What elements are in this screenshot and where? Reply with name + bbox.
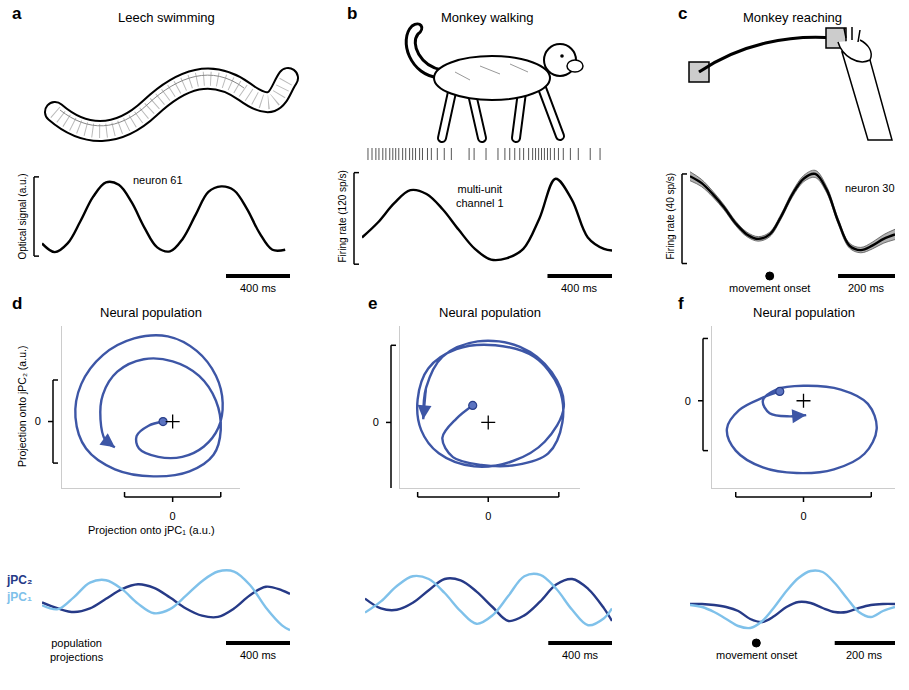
svg-text:multi-unitchannel 1: multi-unitchannel 1 — [456, 183, 504, 209]
svg-text:e: e — [368, 294, 377, 313]
svg-text:400 ms: 400 ms — [561, 282, 598, 294]
svg-text:0: 0 — [800, 510, 806, 522]
svg-text:400 ms: 400 ms — [240, 649, 277, 661]
svg-text:Projection onto jPC₁ (a.u.): Projection onto jPC₁ (a.u.) — [88, 524, 215, 536]
svg-text:populationprojections: populationprojections — [50, 637, 104, 663]
svg-text:400 ms: 400 ms — [562, 649, 599, 661]
svg-text:200 ms: 200 ms — [848, 282, 885, 294]
svg-text:neuron 61: neuron 61 — [133, 174, 183, 186]
svg-text:0: 0 — [170, 510, 176, 522]
svg-text:Leech swimming: Leech swimming — [118, 10, 215, 25]
svg-text:0: 0 — [373, 416, 379, 428]
svg-text:jPC₂: jPC₂ — [6, 573, 32, 587]
svg-text:neuron 30: neuron 30 — [845, 182, 895, 194]
svg-text:Monkey reaching: Monkey reaching — [743, 10, 842, 25]
svg-text:Neural population: Neural population — [100, 305, 202, 320]
svg-text:0: 0 — [35, 415, 41, 427]
svg-text:200 ms: 200 ms — [846, 649, 883, 661]
svg-text:0: 0 — [685, 395, 691, 407]
svg-text:d: d — [12, 294, 22, 313]
svg-text:movement onset: movement onset — [716, 649, 797, 661]
svg-text:Projection onto jPC₂ (a.u.): Projection onto jPC₂ (a.u.) — [16, 346, 28, 467]
svg-text:400 ms: 400 ms — [240, 282, 277, 294]
svg-text:Firing rate (120 sp/s): Firing rate (120 sp/s) — [337, 170, 348, 262]
svg-text:f: f — [678, 294, 684, 313]
svg-text:Firing rate (40 sp/s): Firing rate (40 sp/s) — [665, 173, 676, 260]
svg-text:jPC₁: jPC₁ — [6, 590, 32, 604]
svg-text:Monkey walking: Monkey walking — [441, 10, 534, 25]
svg-text:b: b — [347, 4, 357, 23]
svg-text:movement onset: movement onset — [729, 282, 810, 294]
svg-text:Neural population: Neural population — [753, 305, 855, 320]
svg-text:Optical signal (a.u.): Optical signal (a.u.) — [17, 173, 28, 259]
svg-text:0: 0 — [485, 510, 491, 522]
svg-text:c: c — [678, 4, 687, 23]
svg-text:Neural population: Neural population — [439, 305, 541, 320]
svg-text:a: a — [12, 4, 22, 23]
